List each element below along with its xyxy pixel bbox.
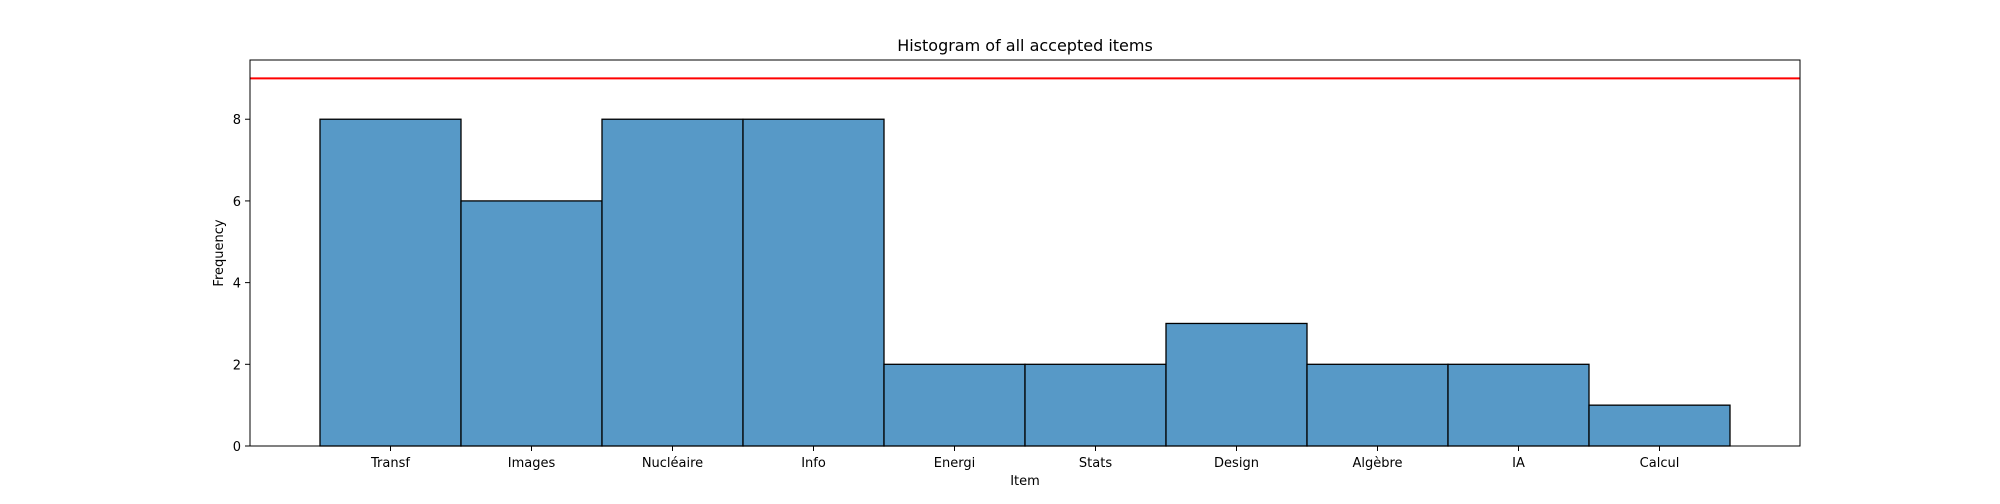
y-ticks-layer: 0 2 4 6 8: [233, 113, 250, 455]
chart-title: Histogram of all accepted items: [897, 36, 1153, 55]
x-tick-label: Design: [1214, 456, 1259, 471]
bar-Calcul: [1588, 404, 1731, 447]
bar-Energi: [883, 363, 1026, 447]
x-tick-label: Transf: [370, 456, 410, 471]
x-tick-label: Energi: [934, 456, 975, 471]
bar-IA: [1447, 363, 1590, 447]
bar-Algèbre: [1306, 363, 1449, 447]
y-tick-label: 2: [233, 358, 241, 373]
x-tick-label: IA: [1512, 456, 1525, 471]
plot-frame: [249, 59, 1801, 447]
x-tick-label: Algèbre: [1352, 456, 1402, 471]
bar-Nucléaire: [601, 118, 744, 447]
y-axis-label: Frequency: [212, 219, 227, 286]
y-tick-label: 4: [233, 277, 241, 292]
x-axis-label: Item: [1010, 474, 1040, 489]
bar-Info: [742, 118, 885, 447]
x-tick-label: Images: [508, 456, 556, 471]
bar-Transf: [319, 118, 462, 447]
bar-Images: [460, 200, 603, 447]
x-tick-label: Stats: [1079, 456, 1112, 471]
y-tick-label: 8: [233, 113, 241, 128]
bars-layer: [319, 118, 1731, 447]
bar-Design: [1165, 322, 1308, 447]
x-tick-label: Nucléaire: [642, 456, 703, 471]
x-tick-label: Calcul: [1640, 456, 1680, 471]
y-tick-label: 6: [233, 195, 241, 210]
x-ticks-layer: Transf Images Nucléaire Info Energi Stats Desi…: [370, 446, 1679, 471]
bar-Stats: [1024, 363, 1167, 447]
y-tick-label: 0: [233, 440, 241, 455]
x-tick-label: Info: [801, 456, 826, 471]
